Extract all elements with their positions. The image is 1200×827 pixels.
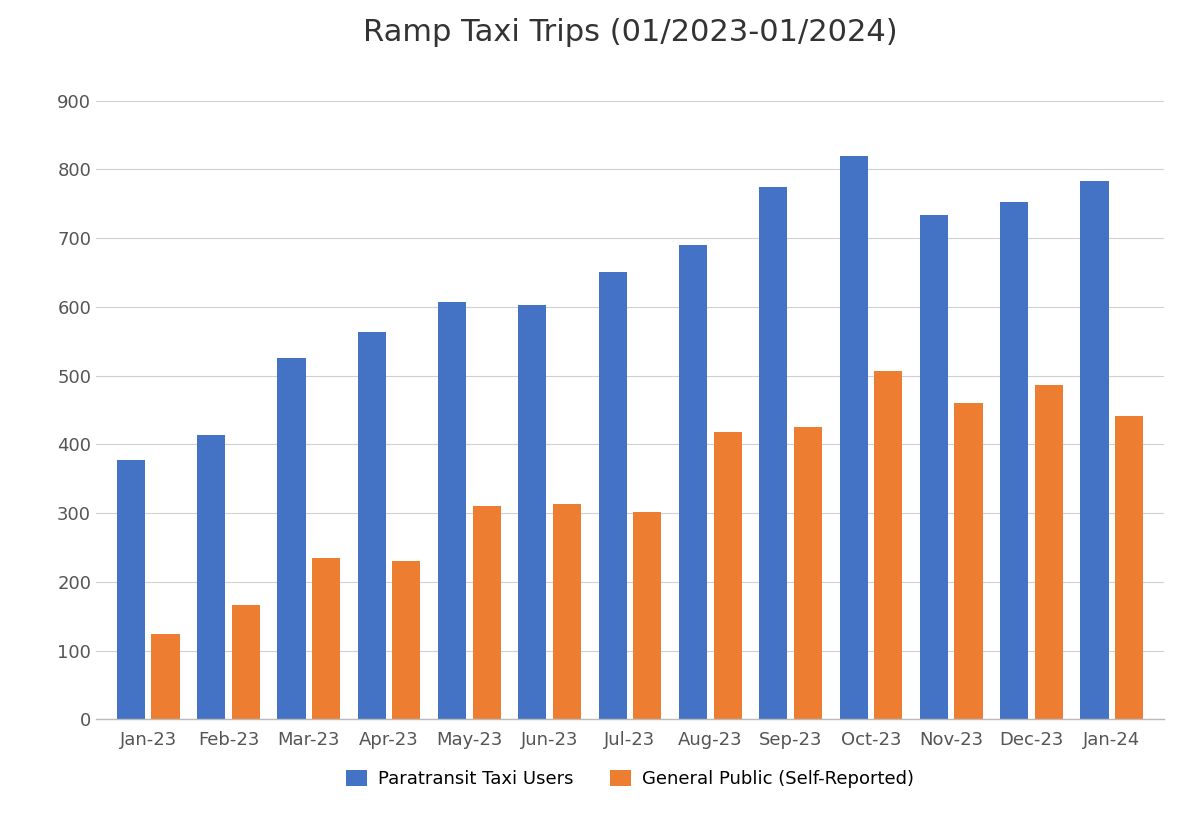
Bar [794,428,822,719]
Bar [438,302,466,719]
Title: Ramp Taxi Trips (01/2023-01/2024): Ramp Taxi Trips (01/2023-01/2024) [362,18,898,47]
Bar [392,561,420,719]
Bar [840,155,868,719]
Bar [473,505,500,719]
Bar [232,605,260,719]
Bar [151,633,180,719]
Bar [634,513,661,719]
Bar [760,187,787,719]
Bar [679,245,707,719]
Bar [599,272,626,719]
Legend: Paratransit Taxi Users, General Public (Self-Reported): Paratransit Taxi Users, General Public (… [338,762,922,796]
Bar [920,215,948,719]
Bar [312,558,340,719]
Bar [553,504,581,719]
Bar [1115,416,1144,719]
Bar [714,432,742,719]
Bar [1080,181,1109,719]
Bar [518,305,546,719]
Bar [1000,203,1028,719]
Bar [197,436,226,719]
Bar [358,332,386,719]
Bar [874,370,902,719]
Bar [277,358,306,719]
Bar [116,460,145,719]
Bar [954,403,983,719]
Bar [1034,385,1063,719]
